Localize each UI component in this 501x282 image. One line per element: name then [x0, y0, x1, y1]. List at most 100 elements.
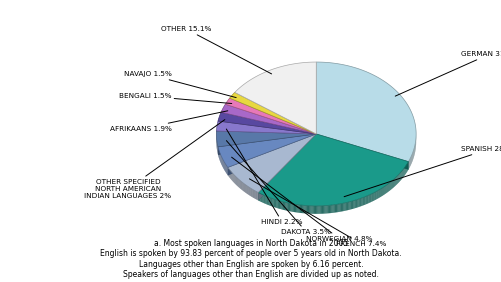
- Polygon shape: [392, 179, 393, 188]
- Polygon shape: [287, 203, 288, 211]
- Polygon shape: [358, 199, 359, 207]
- Polygon shape: [349, 202, 350, 210]
- Polygon shape: [326, 205, 327, 213]
- Polygon shape: [281, 201, 282, 210]
- Polygon shape: [296, 204, 297, 213]
- Polygon shape: [256, 191, 257, 200]
- Polygon shape: [327, 205, 328, 213]
- Polygon shape: [362, 197, 363, 206]
- Polygon shape: [305, 205, 306, 213]
- Polygon shape: [374, 192, 375, 200]
- Polygon shape: [361, 198, 362, 206]
- Polygon shape: [366, 195, 367, 204]
- Polygon shape: [234, 176, 235, 184]
- Polygon shape: [252, 189, 253, 198]
- Polygon shape: [337, 204, 338, 212]
- Polygon shape: [370, 194, 371, 202]
- Text: a. Most spoken languages in North Dakota in 2005
English is spoken by 93.83 perc: a. Most spoken languages in North Dakota…: [100, 239, 401, 279]
- Polygon shape: [279, 201, 280, 209]
- Polygon shape: [260, 193, 261, 202]
- Polygon shape: [253, 190, 254, 198]
- Polygon shape: [330, 205, 331, 213]
- Polygon shape: [302, 205, 303, 213]
- Polygon shape: [261, 194, 262, 202]
- Polygon shape: [239, 180, 240, 189]
- Polygon shape: [258, 134, 408, 206]
- Polygon shape: [306, 206, 307, 213]
- Text: SPANISH 28.4%: SPANISH 28.4%: [344, 146, 501, 197]
- Polygon shape: [295, 204, 296, 212]
- Polygon shape: [317, 206, 318, 214]
- Polygon shape: [394, 177, 395, 186]
- Polygon shape: [325, 206, 326, 213]
- Polygon shape: [387, 184, 388, 192]
- Polygon shape: [245, 185, 246, 193]
- Polygon shape: [304, 205, 305, 213]
- Polygon shape: [265, 196, 266, 204]
- Polygon shape: [346, 202, 347, 210]
- Polygon shape: [311, 206, 312, 214]
- Polygon shape: [316, 134, 408, 169]
- Polygon shape: [333, 205, 334, 213]
- Polygon shape: [227, 134, 316, 175]
- Polygon shape: [353, 201, 354, 209]
- Text: AFRIKAANS 1.9%: AFRIKAANS 1.9%: [109, 111, 227, 132]
- Polygon shape: [257, 192, 258, 201]
- Polygon shape: [267, 197, 268, 205]
- Polygon shape: [268, 197, 269, 206]
- Polygon shape: [288, 203, 289, 211]
- Polygon shape: [291, 204, 292, 212]
- Polygon shape: [396, 175, 397, 184]
- Polygon shape: [341, 203, 342, 212]
- Polygon shape: [271, 198, 272, 207]
- Polygon shape: [368, 195, 369, 203]
- Polygon shape: [234, 62, 316, 134]
- Polygon shape: [285, 202, 286, 211]
- Polygon shape: [347, 202, 348, 210]
- Polygon shape: [263, 195, 264, 203]
- Text: GERMAN 31.1%: GERMAN 31.1%: [394, 51, 501, 96]
- Text: BENGALI 1.5%: BENGALI 1.5%: [119, 93, 231, 103]
- Polygon shape: [217, 112, 316, 134]
- Polygon shape: [355, 200, 356, 208]
- Polygon shape: [312, 206, 313, 214]
- Polygon shape: [321, 206, 322, 214]
- Polygon shape: [319, 206, 320, 214]
- Polygon shape: [293, 204, 294, 212]
- Polygon shape: [313, 206, 314, 214]
- Text: NAVAJO 1.5%: NAVAJO 1.5%: [123, 71, 235, 98]
- Polygon shape: [217, 134, 316, 168]
- Polygon shape: [294, 204, 295, 212]
- Polygon shape: [227, 134, 316, 175]
- Polygon shape: [367, 195, 368, 204]
- Polygon shape: [332, 205, 333, 213]
- Polygon shape: [316, 206, 317, 214]
- Polygon shape: [276, 200, 277, 208]
- Polygon shape: [229, 92, 316, 134]
- Text: FRENCH 7.4%: FRENCH 7.4%: [249, 179, 386, 247]
- Polygon shape: [301, 205, 302, 213]
- Polygon shape: [233, 175, 234, 183]
- Polygon shape: [379, 189, 380, 197]
- Polygon shape: [314, 206, 315, 214]
- Text: HINDI 2.2%: HINDI 2.2%: [226, 129, 302, 225]
- Polygon shape: [298, 205, 299, 213]
- Polygon shape: [289, 203, 290, 212]
- Polygon shape: [248, 187, 249, 196]
- Polygon shape: [242, 183, 243, 191]
- Polygon shape: [344, 203, 345, 211]
- Polygon shape: [246, 186, 247, 194]
- Polygon shape: [249, 188, 250, 196]
- Polygon shape: [390, 181, 391, 190]
- Polygon shape: [386, 184, 387, 193]
- Polygon shape: [352, 201, 353, 209]
- Polygon shape: [375, 191, 376, 200]
- Polygon shape: [380, 188, 381, 197]
- Polygon shape: [255, 191, 256, 199]
- Polygon shape: [258, 134, 316, 201]
- Polygon shape: [217, 134, 316, 155]
- Polygon shape: [348, 202, 349, 210]
- Polygon shape: [328, 205, 329, 213]
- Polygon shape: [324, 206, 325, 213]
- Polygon shape: [266, 196, 267, 204]
